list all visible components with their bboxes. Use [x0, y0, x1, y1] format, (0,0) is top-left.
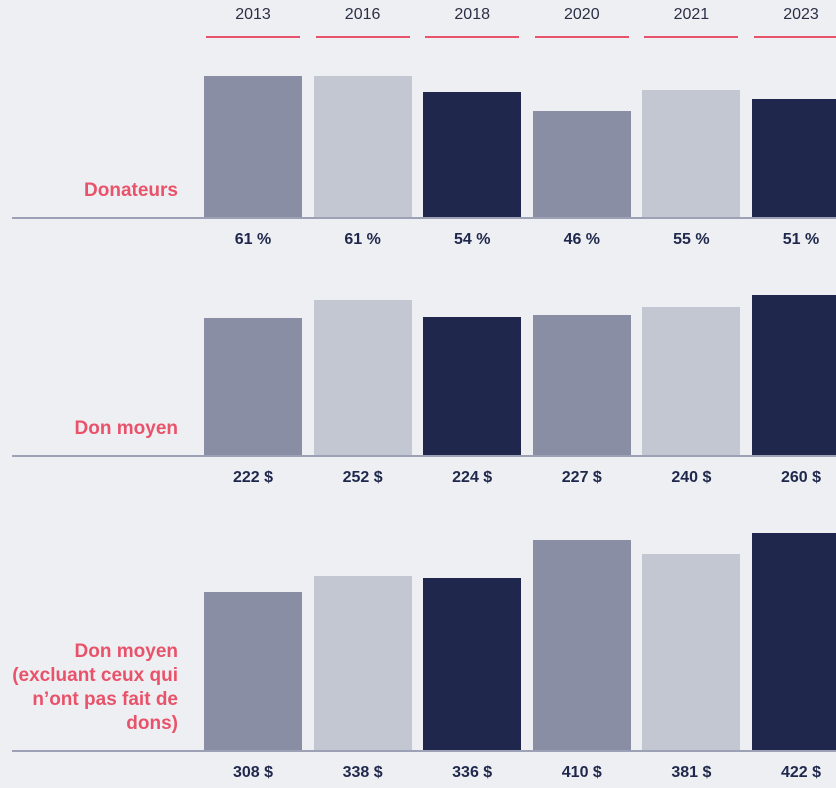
- bar: [642, 307, 741, 455]
- value-label: 61 %: [344, 231, 381, 248]
- year-underline: [754, 36, 836, 38]
- bar: [752, 99, 836, 217]
- value-label: 224 $: [452, 469, 493, 486]
- baseline: [12, 455, 836, 457]
- value-label: 252 $: [342, 469, 383, 486]
- year-underline: [315, 36, 410, 38]
- year-label: 2023: [783, 6, 819, 23]
- year-underline: [534, 36, 629, 38]
- value-label: 338 $: [342, 764, 383, 781]
- bar: [423, 92, 522, 217]
- year-label: 2013: [235, 6, 271, 23]
- value-label: 46 %: [563, 231, 601, 248]
- bar: [642, 90, 741, 217]
- value-label: 61 %: [234, 231, 272, 248]
- value-label: 308 $: [232, 764, 274, 781]
- value-label: 260 $: [780, 469, 822, 486]
- value-label: 51 %: [782, 231, 820, 248]
- value-label: 240 $: [671, 469, 712, 486]
- bar: [642, 554, 741, 750]
- value-label: 336 $: [452, 764, 493, 781]
- year-label: 2018: [454, 6, 490, 23]
- bar: [313, 76, 412, 217]
- bar: [204, 318, 302, 455]
- bar: [532, 539, 631, 750]
- value-label: 227 $: [561, 469, 602, 486]
- value-label: 54 %: [453, 231, 491, 248]
- value-label: 222 $: [232, 469, 274, 486]
- value-label: 381 $: [671, 764, 712, 781]
- bar: [532, 315, 631, 455]
- baseline: [12, 750, 836, 752]
- year-underline: [206, 36, 300, 38]
- bar: [423, 316, 522, 455]
- year-underline: [644, 36, 739, 38]
- row-label: Don moyen (excluant ceux qui n’ont pas f…: [12, 641, 178, 734]
- year-underline: [425, 36, 520, 38]
- year-label: 2021: [673, 6, 710, 23]
- bar: [752, 294, 836, 455]
- year-label: 2020: [564, 6, 600, 23]
- bar: [204, 591, 302, 750]
- bar: [423, 577, 522, 750]
- value-label: 422 $: [780, 764, 822, 781]
- bar: [752, 533, 836, 750]
- bar: [313, 299, 412, 455]
- value-label: 410 $: [561, 764, 602, 781]
- row-label: Donateurs: [84, 180, 178, 201]
- bar: [313, 576, 412, 750]
- bar: [532, 110, 631, 217]
- baseline: [12, 217, 836, 219]
- row-label: Don moyen: [74, 418, 178, 439]
- year-label: 2016: [344, 6, 381, 23]
- bar: [204, 76, 302, 217]
- value-label: 55 %: [673, 231, 710, 248]
